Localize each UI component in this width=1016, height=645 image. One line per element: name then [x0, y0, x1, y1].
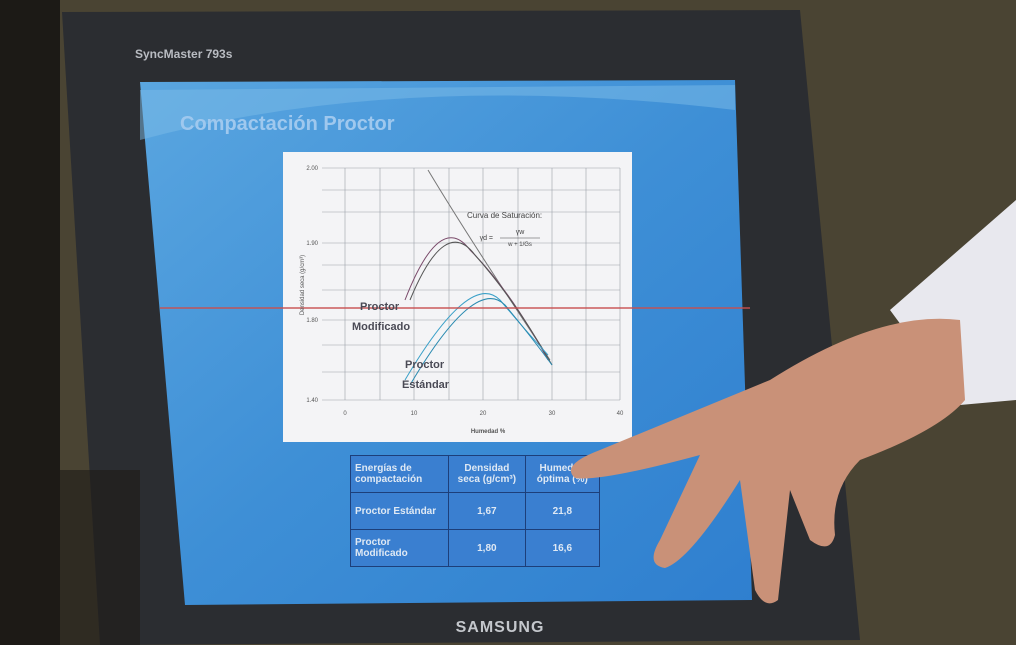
x-tick-label: 30 [549, 411, 556, 417]
formula-lhs: γd = [480, 235, 493, 242]
row-label: Proctor Estándar [349, 492, 450, 530]
results-table: Energías de compactación Densidad seca (… [349, 455, 601, 567]
chart-grid [322, 167, 621, 401]
curve-label: Proctor [405, 359, 445, 371]
cell: 16,6 [524, 529, 601, 567]
formula-denominator: w + 1/Gs [507, 242, 532, 248]
row-label: Proctor Modificado [349, 529, 450, 567]
table-row: Proctor Estándar 1,67 21,8 [349, 492, 601, 530]
saturation-label: Curva de Saturación: [467, 211, 542, 220]
slide-title: Compactación Proctor [180, 113, 395, 135]
header-cell: Energías de compactación [349, 455, 450, 493]
y-tick-label: 1.40 [306, 398, 318, 404]
x-tick-label: 20 [480, 411, 487, 417]
cell: 21,8 [524, 492, 601, 530]
curve-labels: Proctor Modificado Proctor Estándar [352, 301, 450, 391]
x-tick-label: 0 [343, 411, 347, 417]
y-axis-label: Densidad seca (g/cm³) [300, 255, 306, 315]
table-row: Proctor Modificado 1,80 16,6 [349, 529, 601, 567]
curve-label: Modificado [352, 321, 410, 333]
chart-panel [283, 152, 632, 442]
x-tick-label: 10 [411, 411, 418, 417]
slide-swoosh [140, 85, 735, 140]
shirt-sleeve [890, 200, 1016, 405]
header-cell: Densidad seca (g/cm³) [448, 455, 526, 493]
curve-label: Estándar [402, 379, 450, 391]
chart-curves [404, 169, 553, 386]
table-header: Energías de compactación Densidad seca (… [349, 455, 601, 493]
cell: 1,80 [448, 529, 526, 567]
y-tick-label: 2.00 [306, 166, 318, 172]
y-tick-label: 1.90 [306, 241, 318, 247]
chart-ticks: 2.00 1.90 1.80 1.40 0 10 20 30 40 Humeda… [300, 166, 624, 435]
monitor-model: SyncMaster 793s [135, 47, 233, 61]
y-tick-label: 1.80 [306, 318, 318, 324]
foreground-shadow [0, 470, 140, 645]
x-axis-label: Humedad % [471, 429, 506, 435]
monitor-brand: SAMSUNG [456, 619, 545, 636]
hand [570, 318, 965, 604]
cell: 1,67 [448, 492, 526, 530]
x-tick-label: 40 [617, 411, 624, 417]
formula-numerator: γw [516, 229, 526, 236]
curve-label: Proctor [360, 301, 400, 313]
